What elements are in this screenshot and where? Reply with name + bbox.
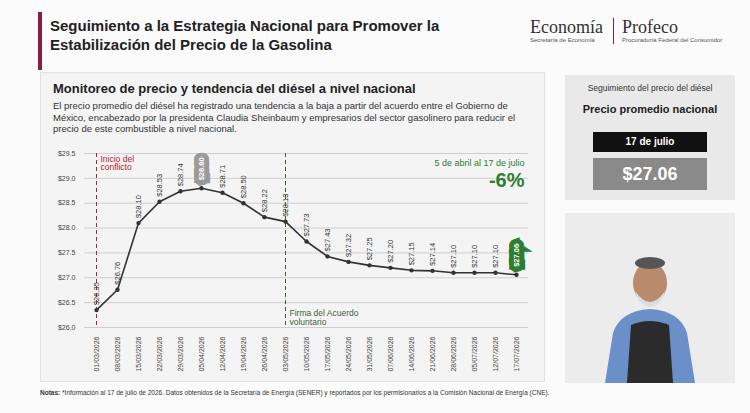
html-text:Monitoreo de precio y tendenci: Monitoreo de precio y tendencia del diés… xyxy=(53,81,416,96)
svg-text:19/04/2026: 19/04/2026 xyxy=(240,336,247,371)
svg-text:$28.10: $28.10 xyxy=(134,195,143,218)
svg-text:$29.0: $29.0 xyxy=(58,175,76,182)
svg-text:$27.0: $27.0 xyxy=(58,274,76,281)
svg-text:15/03/2026: 15/03/2026 xyxy=(135,336,142,371)
svg-text:$26.76: $26.76 xyxy=(113,262,122,285)
svg-text:$26.35: $26.35 xyxy=(92,282,101,305)
svg-text:05/04/2026: 05/04/2026 xyxy=(198,336,205,371)
svg-text:05/07/2026: 05/07/2026 xyxy=(471,336,478,371)
html-text:Precio promedio nacional: Precio promedio nacional xyxy=(582,103,718,115)
svg-text:21/06/2026: 21/06/2026 xyxy=(429,336,436,371)
svg-text:08/03/2026: 08/03/2026 xyxy=(114,336,121,371)
svg-text:14/06/2026: 14/06/2026 xyxy=(408,336,415,371)
svg-text:Firma del Acuerdovoluntario: Firma del Acuerdovoluntario xyxy=(290,308,359,327)
svg-text:24/05/2026: 24/05/2026 xyxy=(345,336,352,371)
html-text:Secretaría de Economía: Secretaría de Economía xyxy=(530,37,595,43)
html-text:Notas: *Información al 17 de j: Notas: *Información al 17 de julio de 20… xyxy=(40,389,550,396)
svg-text:$28.80: $28.80 xyxy=(197,157,206,180)
svg-text:$28.50: $28.50 xyxy=(239,175,248,198)
svg-text:$28.53: $28.53 xyxy=(155,174,164,197)
svg-text:$26.0: $26.0 xyxy=(58,324,76,331)
svg-text:$26.5: $26.5 xyxy=(58,299,76,306)
svg-text:$27.10: $27.10 xyxy=(491,245,500,268)
svg-text:$27.73: $27.73 xyxy=(302,214,311,237)
svg-text:$28.22: $28.22 xyxy=(260,189,269,212)
svg-text:$27.15: $27.15 xyxy=(407,242,416,265)
svg-text:$27.10: $27.10 xyxy=(449,245,458,268)
svg-text:29/03/2026: 29/03/2026 xyxy=(177,336,184,371)
html-text:$27.06: $27.06 xyxy=(622,164,678,184)
svg-text:$27.10: $27.10 xyxy=(470,245,479,268)
svg-text:$27.20: $27.20 xyxy=(386,240,395,263)
html-text:El precio promedio del diésel: El precio promedio del diésel ha registr… xyxy=(53,100,516,134)
svg-text:$29.5: $29.5 xyxy=(58,150,76,157)
html-text:17 de julio: 17 de julio xyxy=(625,136,675,147)
svg-text:26/04/2026: 26/04/2026 xyxy=(261,336,268,371)
svg-text:5 de abril al 17 de julio: 5 de abril al 17 de julio xyxy=(434,158,524,168)
html-text:Economía: Economía xyxy=(530,17,603,37)
svg-text:$27.32: $27.32 xyxy=(344,234,353,257)
svg-text:31/05/2026: 31/05/2026 xyxy=(366,336,373,371)
svg-text:Inicio delconflicto: Inicio delconflicto xyxy=(101,154,135,173)
svg-text:28/06/2026: 28/06/2026 xyxy=(450,336,457,371)
html-text:Seguimiento a la Estrategia Na: Seguimiento a la Estrategia Nacional par… xyxy=(50,17,440,53)
svg-text:$27.06: $27.06 xyxy=(512,244,521,267)
svg-text:12/07/2026: 12/07/2026 xyxy=(492,336,499,371)
svg-text:$28.71: $28.71 xyxy=(218,165,227,188)
svg-text:01/03/2026: 01/03/2026 xyxy=(93,336,100,371)
svg-text:$28.0: $28.0 xyxy=(58,224,76,231)
svg-text:$28.74: $28.74 xyxy=(176,163,185,186)
svg-text:22/03/2026: 22/03/2026 xyxy=(156,336,163,371)
svg-text:17/05/2026: 17/05/2026 xyxy=(324,336,331,371)
html-text:Seguimiento del precio del dié: Seguimiento del precio del diésel xyxy=(587,83,713,93)
svg-text:$28.13: $28.13 xyxy=(281,194,290,217)
svg-text:$27.25: $27.25 xyxy=(365,237,374,260)
svg-text:12/04/2026: 12/04/2026 xyxy=(219,336,226,371)
svg-text:$28.5: $28.5 xyxy=(58,199,76,206)
svg-text:17/07/2026: 17/07/2026 xyxy=(513,336,520,371)
svg-text:$27.43: $27.43 xyxy=(323,228,332,251)
html-text:Profeco: Profeco xyxy=(622,17,678,37)
svg-text:07/06/2026: 07/06/2026 xyxy=(387,336,394,371)
svg-text:-6%: -6% xyxy=(489,169,525,191)
svg-text:$27.5: $27.5 xyxy=(58,249,76,256)
html-text:Procuraduría Federal del Consu: Procuraduría Federal del Consumidor xyxy=(622,37,723,43)
svg-text:$27.14: $27.14 xyxy=(428,243,437,266)
svg-text:10/05/2026: 10/05/2026 xyxy=(303,336,310,371)
svg-text:03/05/2026: 03/05/2026 xyxy=(282,336,289,371)
